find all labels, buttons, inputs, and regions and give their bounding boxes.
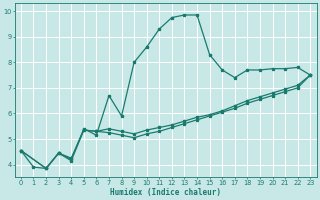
X-axis label: Humidex (Indice chaleur): Humidex (Indice chaleur) <box>110 188 221 197</box>
